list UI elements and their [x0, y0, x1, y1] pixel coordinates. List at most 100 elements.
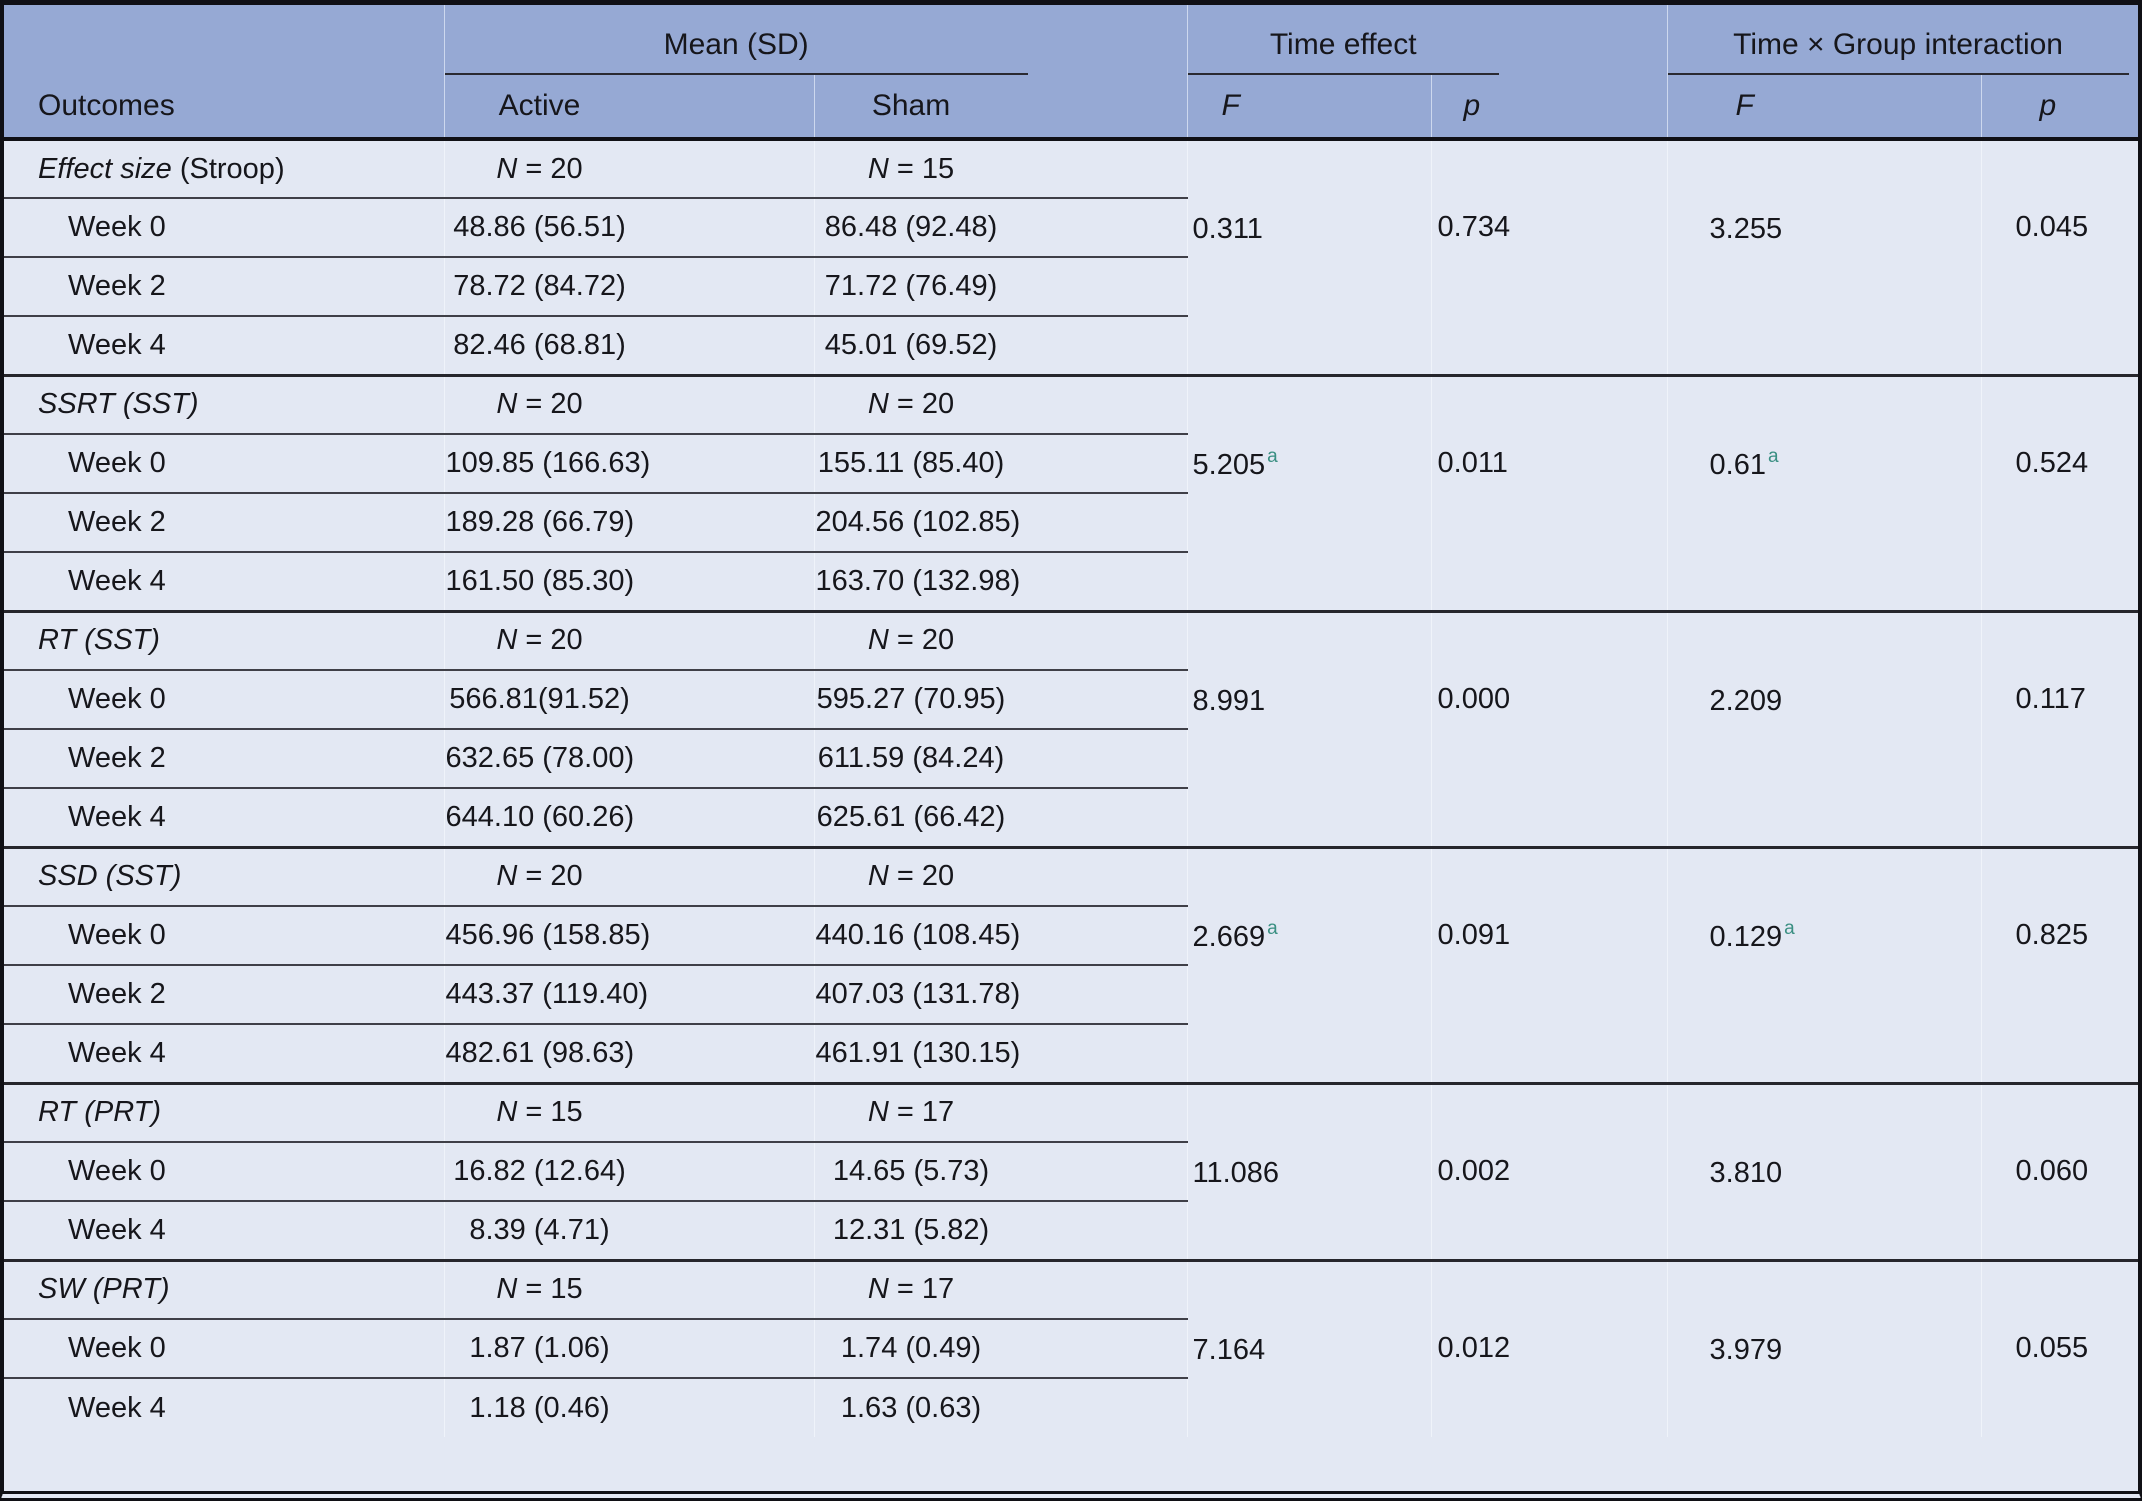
cell-f-time: 5.205 a	[1186, 434, 1432, 493]
group-label-interaction: Time × Group interaction	[1667, 28, 2129, 75]
empty-cell	[1186, 373, 1432, 434]
table-row: Week 2 443.37 (119.40) 407.03 (131.78)	[4, 964, 2138, 1024]
empty-cell	[1980, 257, 2138, 316]
group-header-time-effect: Time effect	[1186, 5, 1668, 75]
empty-cell	[1186, 729, 1432, 788]
section-name: RT (PRT)	[4, 1081, 444, 1142]
col-header-active: Active	[443, 75, 814, 141]
cell-week-label: Week 2	[4, 492, 444, 552]
col-header-p-interaction: p	[1980, 75, 2138, 141]
group-header-mean-sd: Mean (SD)	[443, 5, 1188, 75]
cell-active-mean: 456.96 (158.85)	[443, 905, 814, 965]
results-table: Outcomes Mean (SD) Time effect Time × Gr…	[4, 5, 2138, 1437]
table-row: Week 0 48.86 (56.51) 86.48 (92.48) 0.311…	[4, 197, 2138, 257]
empty-cell	[1666, 845, 1982, 906]
table-row: Week 2 78.72 (84.72) 71.72 (76.49)	[4, 256, 2138, 316]
empty-cell	[1980, 1378, 2138, 1437]
empty-cell	[1980, 965, 2138, 1024]
cell-active-mean: 632.65 (78.00)	[443, 728, 814, 788]
section-header-row: RT (PRT) N = 15 N = 17	[4, 1081, 2138, 1142]
cell-f-interaction: 0.129 a	[1666, 906, 1982, 965]
empty-cell	[1980, 552, 2138, 611]
cell-f-interaction: 2.209	[1666, 670, 1982, 729]
section-n-active: N = 15	[443, 1258, 814, 1319]
cell-sham-mean: 595.27 (70.95)	[813, 669, 1188, 729]
empty-cell	[1666, 1081, 1982, 1142]
cell-p-time: 0.734	[1430, 198, 1668, 257]
cell-week-label: Week 2	[4, 964, 444, 1024]
table-row: Week 4 161.50 (85.30) 163.70 (132.98)	[4, 551, 2138, 611]
cell-f-interaction: 3.255	[1666, 198, 1982, 257]
cell-p-interaction: 0.060	[1980, 1142, 2138, 1201]
cell-week-label: Week 2	[4, 728, 444, 788]
empty-cell	[1186, 257, 1432, 316]
empty-cell	[1980, 1201, 2138, 1260]
empty-cell	[1980, 729, 2138, 788]
cell-sham-mean: 611.59 (84.24)	[813, 728, 1188, 788]
cell-active-mean: 161.50 (85.30)	[443, 551, 814, 611]
cell-sham-mean: 71.72 (76.49)	[813, 256, 1188, 316]
empty-cell	[1980, 493, 2138, 552]
empty-cell	[1186, 788, 1432, 847]
group-header-interaction: Time × Group interaction	[1666, 5, 2138, 75]
table-row: Week 0 456.96 (158.85) 440.16 (108.45) 2…	[4, 905, 2138, 965]
cell-week-label: Week 0	[4, 433, 444, 493]
cell-p-time: 0.091	[1430, 906, 1668, 965]
footnote-a-marker: a	[1267, 445, 1278, 467]
table-row: Week 0 1.87 (1.06) 1.74 (0.49) 7.164 0.0…	[4, 1318, 2138, 1378]
section-n-sham: N = 20	[813, 609, 1188, 670]
cell-active-mean: 1.87 (1.06)	[443, 1318, 814, 1378]
cell-f-time: 2.669 a	[1186, 906, 1432, 965]
section-n-sham: N = 17	[813, 1258, 1188, 1319]
empty-cell	[1430, 1024, 1668, 1083]
section-n-active: N = 15	[443, 1081, 814, 1142]
section-name: Effect size (Stroop)	[38, 152, 285, 185]
cell-p-interaction: 0.524	[1980, 434, 2138, 493]
section-header-row: SW (PRT) N = 15 N = 17	[4, 1258, 2138, 1319]
cell-sham-mean: 625.61 (66.42)	[813, 787, 1188, 847]
empty-cell	[1186, 609, 1432, 670]
empty-cell	[1666, 965, 1982, 1024]
footnote-a-marker: a	[1267, 917, 1278, 939]
empty-cell	[1666, 373, 1982, 434]
table-body: Effect size (Stroop) N = 20 N = 15 Week …	[4, 139, 2138, 1437]
cell-active-mean: 109.85 (166.63)	[443, 433, 814, 493]
cell-sham-mean: 204.56 (102.85)	[813, 492, 1188, 552]
empty-cell	[1980, 609, 2138, 670]
sub-header-row: Active Sham F p F p	[4, 75, 2138, 141]
cell-active-mean: 8.39 (4.71)	[443, 1200, 814, 1260]
cell-week-label: Week 2	[4, 256, 444, 316]
empty-cell	[1186, 965, 1432, 1024]
section-name: SW (PRT)	[4, 1258, 444, 1319]
cell-sham-mean: 461.91 (130.15)	[813, 1023, 1188, 1083]
cell-active-mean: 482.61 (98.63)	[443, 1023, 814, 1083]
cell-sham-mean: 12.31 (5.82)	[813, 1200, 1188, 1260]
col-header-f-interaction: F	[1666, 75, 1982, 141]
col-header-p-time: p	[1430, 75, 1668, 141]
cell-f-time: 8.991	[1186, 670, 1432, 729]
empty-cell	[1430, 373, 1668, 434]
empty-cell	[1186, 1024, 1432, 1083]
empty-cell	[1186, 316, 1432, 375]
empty-cell	[1980, 1081, 2138, 1142]
cell-p-interaction: 0.117	[1980, 670, 2138, 729]
section-n-sham: N = 15	[813, 139, 1188, 198]
empty-cell	[1980, 373, 2138, 434]
empty-cell	[1430, 845, 1668, 906]
empty-cell	[1666, 1024, 1982, 1083]
cell-p-interaction: 0.045	[1980, 198, 2138, 257]
empty-cell	[1666, 1258, 1982, 1319]
section-n-sham: N = 17	[813, 1081, 1188, 1142]
empty-cell	[1980, 1024, 2138, 1083]
empty-cell	[1666, 139, 1982, 198]
cell-week-label: Week 0	[4, 1141, 444, 1201]
empty-cell	[1666, 609, 1982, 670]
cell-f-interaction: 3.810	[1666, 1142, 1982, 1201]
cell-active-mean: 189.28 (66.79)	[443, 492, 814, 552]
cell-week-label: Week 4	[4, 1377, 444, 1437]
empty-cell	[1666, 729, 1982, 788]
table-row: Week 0 109.85 (166.63) 155.11 (85.40) 5.…	[4, 433, 2138, 493]
cell-week-label: Week 4	[4, 1023, 444, 1083]
table-row: Week 4 644.10 (60.26) 625.61 (66.42)	[4, 787, 2138, 847]
empty-cell	[1186, 493, 1432, 552]
